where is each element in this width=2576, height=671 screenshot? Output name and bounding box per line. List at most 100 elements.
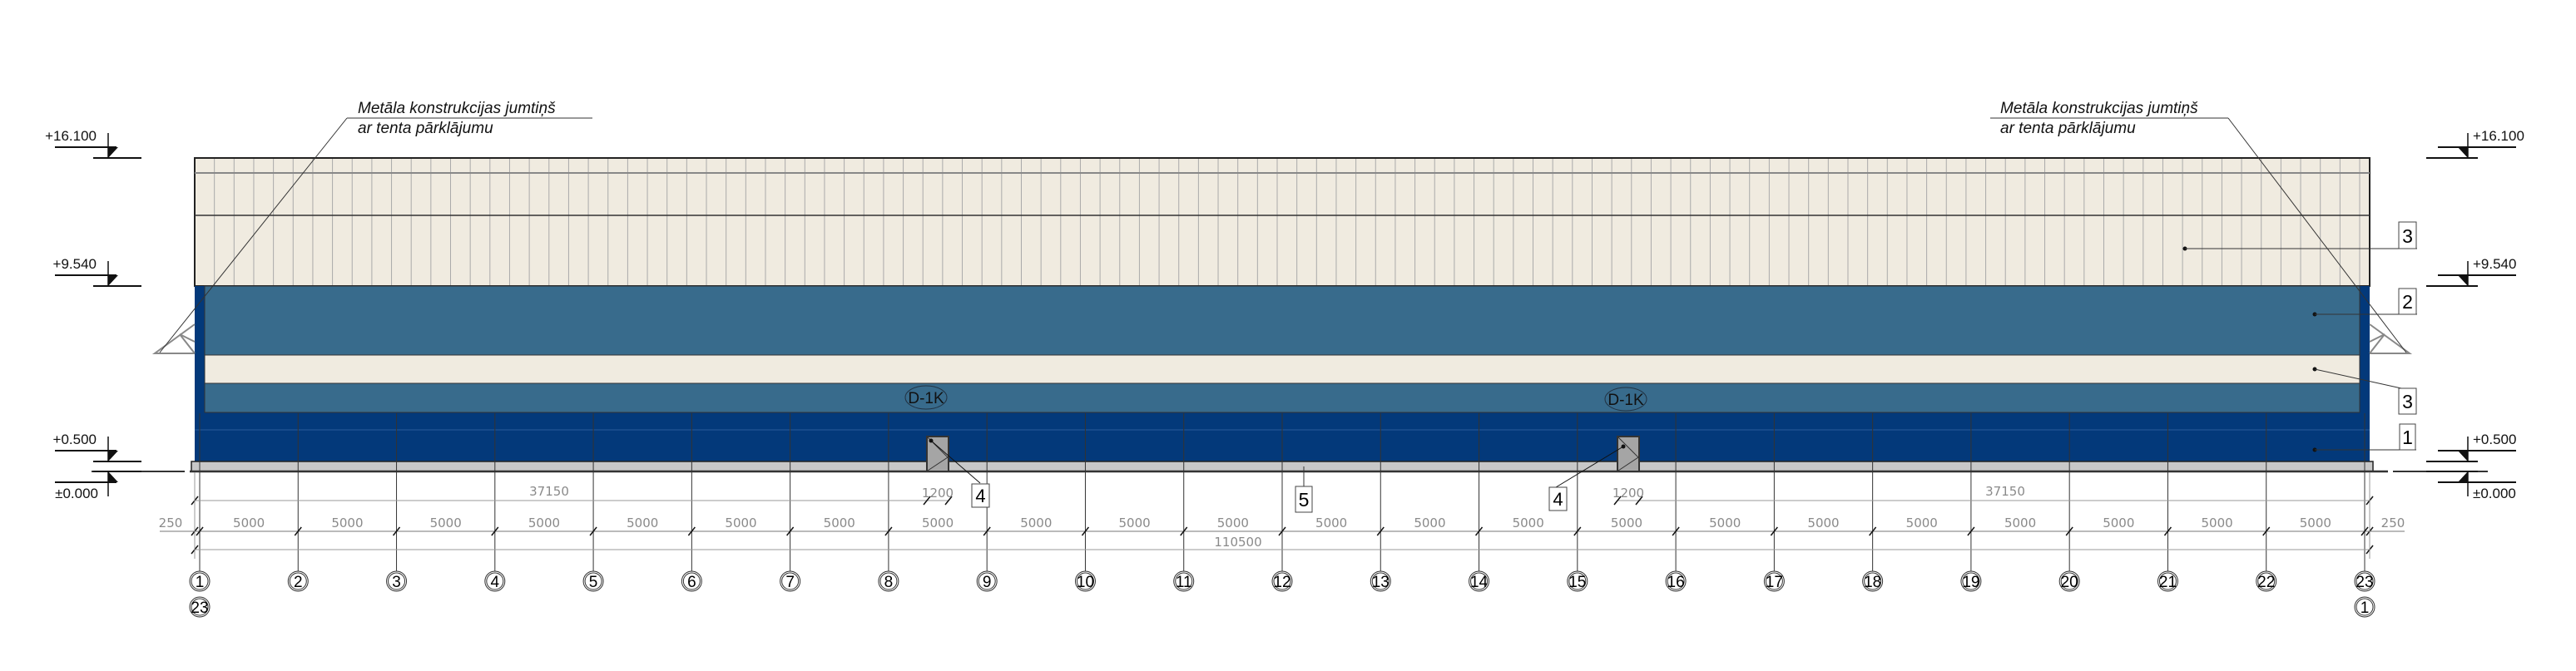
axis-bubble-inner [1864,572,1882,590]
tag-box [2399,423,2416,451]
level-marker: +16.100 [2426,128,2524,159]
level-triangle [2458,147,2468,158]
building [92,157,2488,473]
axis-label: 5 [589,574,598,591]
axis-bubble-outer [1074,570,1096,592]
dim-left-to-door: 37150 [529,484,569,499]
dim-tick [589,526,597,536]
axis-bubble-outer [1862,570,1884,592]
level-marker: +16.100 [45,128,141,159]
grid-axis-15: 15 [1567,413,1588,592]
tag-band-2: 2 [2402,291,2413,313]
tag-box [1548,486,1568,511]
level-value: +0.500 [2473,432,2516,447]
dim-bay: 5000 [1118,516,1150,530]
dim-tick [2361,526,2369,536]
dim-bay: 5000 [824,516,855,530]
tag-box [1295,486,1313,513]
axis-bubble-inner [1568,572,1587,590]
dim-bay: 5000 [2103,516,2134,530]
axis-label: 1 [196,574,205,591]
dim-bay: 5000 [1807,516,1839,530]
axis-bubble-inner [191,572,209,590]
dim-bay: 5000 [2300,516,2331,530]
dim-tick [294,526,302,536]
dim-tick [1635,496,1643,506]
door-d1k-right[interactable]: D-1K 4 1200 [1548,387,1647,511]
dim-tick [2163,526,2172,536]
axis-bubble-outer [2354,570,2375,592]
axis-label: 17 [1766,574,1783,591]
door-d1k-left[interactable]: D-1K 4 1200 [904,385,990,508]
axis-bubble-inner [289,572,307,590]
grid-axis-12: 12 [1271,413,1293,592]
dim-bay: 5000 [331,516,363,530]
grid-axis-22: 22 [2256,413,2277,592]
callout-leader [2227,117,2407,353]
level-triangle [108,147,118,158]
level-marker: +0.500 [2426,432,2516,462]
grid-axis-secondary-23: 23 [189,596,211,618]
axis-bubble-inner [1273,572,1291,590]
axis-bubble-outer [1763,570,1785,592]
level-marker: ±0.000 [2426,471,2516,501]
callout-line1: Metāla konstrukcijas jumtiņš [358,100,556,117]
grid-axis-1: 1 [189,413,211,592]
level-markers: +16.100 +16.100 +9.540 +9.540 +0.500 +0.500 ±0… [45,128,2524,501]
door[interactable] [1617,436,1640,472]
tag-box [971,483,990,508]
axis-label: 19 [1962,574,1979,591]
axis-label: 10 [1077,574,1094,591]
dim-tick [687,526,696,536]
grid-axis-14: 14 [1469,413,1490,592]
callout-line2: ar tenta pārklājumu [358,120,493,137]
dim-bay: 5000 [1513,516,1544,530]
dim-bay: 5000 [2004,516,2036,530]
level-value: +9.540 [2473,256,2516,272]
axis-bubble-inner [1470,572,1489,590]
callout-canopy-left: Metāla konstrukcijas jumtiņš ar tenta pā… [159,100,592,353]
axis-label: 6 [687,574,696,591]
axis-bubble-inner [486,572,504,590]
dim-bay: 5000 [725,516,756,530]
axis-bubble-outer [780,570,801,592]
axis-bubble-inner [2060,572,2078,590]
material-tags: 3 2 3 1 5 [1295,221,2417,513]
grid-axis-10: 10 [1074,413,1096,592]
level-value: +9.540 [53,256,97,272]
leader-line [2314,368,2402,389]
level-value: +0.500 [53,432,97,447]
axis-bubble-inner [2356,572,2374,590]
axis-bubble-outer [582,570,604,592]
axis-bubble-outer [681,570,702,592]
tag-stripe-3: 3 [2402,391,2413,412]
dim-tick [1081,526,1090,536]
tag-box [2398,288,2417,315]
dim-tick [1967,526,1975,536]
canopy-right [2369,323,2413,354]
grid-axis-18: 18 [1862,413,1884,592]
upper-cladding-zone [194,157,2370,287]
dim-bay: 5000 [1906,516,1938,530]
level-marker: +9.540 [2426,256,2516,287]
callout-canopy-right: Metāla konstrukcijas jumtiņš ar tenta pā… [1990,100,2407,353]
dim-tick [491,526,499,536]
dim-bay: 5000 [1020,516,1052,530]
dim-bay: 5000 [627,516,658,530]
dim-tick [944,496,953,506]
dim-bay: 5000 [1414,516,1445,530]
door-tag: 4 [975,486,985,506]
door-label-bubble [904,385,948,410]
door-width-dim: 1200 [1612,486,1644,501]
axis-bubble-inner [2356,598,2374,616]
level-triangle [2458,471,2468,482]
axis-bubble-outer [287,570,309,592]
leader-line [1555,446,1624,488]
level-value: +16.100 [45,128,97,144]
tag-cladding-3: 3 [2402,225,2413,247]
dim-overall: 110500 [1214,535,1261,550]
axis-bubble-outer [2256,570,2277,592]
